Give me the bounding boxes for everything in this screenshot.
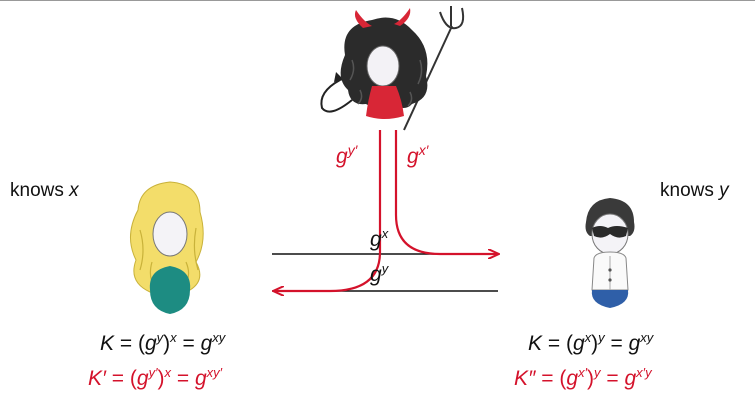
eve-sends-to-alice-label: gy′ xyxy=(336,146,357,167)
devil-attacker-icon xyxy=(321,6,463,130)
bob-knows-label: knows y xyxy=(660,181,729,200)
alice-mitm-key-equation: K′ = (gy′)x = gxy′ xyxy=(88,368,222,389)
eve-sends-to-bob-label: gx′ xyxy=(407,146,428,167)
message-to-bob-label: gx xyxy=(370,229,388,250)
alice-key-equation: K = (gy)x = gxy xyxy=(100,333,225,354)
bob-key-equation: K = (gx)y = gxy xyxy=(528,333,653,354)
alice-person-icon xyxy=(130,182,203,314)
alice-knows-label: knows x xyxy=(10,181,79,200)
message-to-alice-label: gy xyxy=(370,264,388,285)
intercept-arrow-to-alice xyxy=(274,130,380,291)
bob-person-icon xyxy=(586,198,635,308)
bob-mitm-key-equation: K″ = (gx′)y = gx′y xyxy=(514,368,652,389)
